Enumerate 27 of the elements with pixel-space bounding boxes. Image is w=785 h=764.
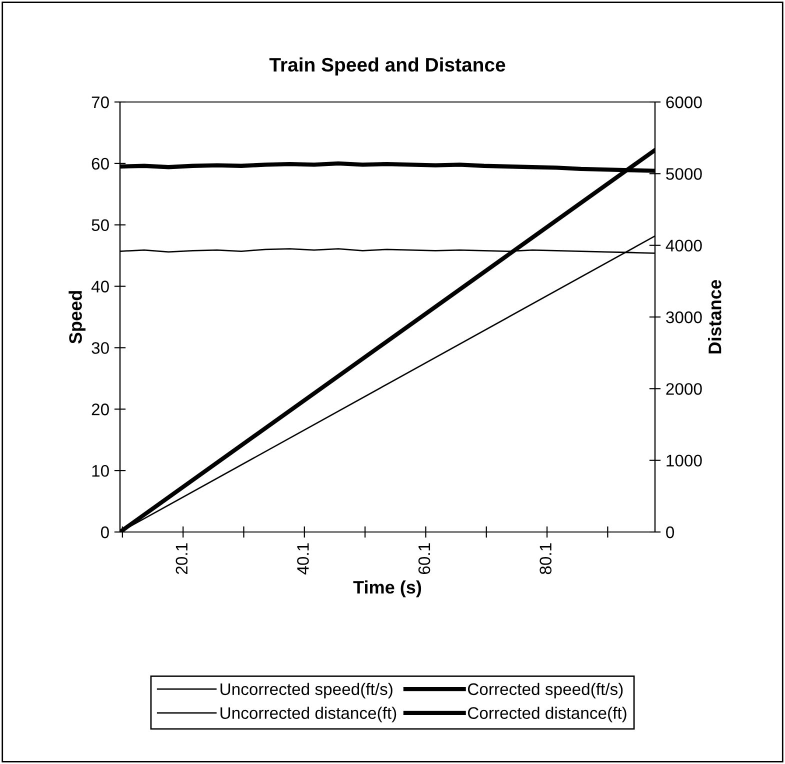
- legend-label: Corrected distance(ft): [468, 706, 626, 722]
- y2-tick-label: 3000: [666, 311, 702, 324]
- legend-label: Corrected speed(ft/s): [468, 682, 623, 698]
- y-tick-label: 10: [92, 464, 109, 477]
- y-tick-label: 40: [91, 280, 109, 292]
- y-axis-title: Speed: [68, 291, 86, 344]
- legend-label: Uncorrected distance(ft): [220, 706, 396, 722]
- x-tick-label: 20.1: [176, 543, 188, 574]
- y2-tick-label: 4000: [666, 240, 702, 252]
- y-tick-label: 20: [92, 404, 109, 416]
- y2-tick-label: 1000: [666, 454, 702, 467]
- y-tick-label: 30: [92, 342, 109, 354]
- y-tick-label: 70: [92, 96, 109, 108]
- x-tick-label: 80.1: [540, 543, 552, 574]
- y2-tick-label: 5000: [666, 168, 702, 180]
- x-tick-label: 60.1: [418, 543, 430, 574]
- chart-title: Train Speed and Distance: [269, 57, 506, 76]
- x-tick-label: 40.1: [297, 543, 309, 574]
- y-tick-label: 50: [92, 219, 109, 232]
- y-tick-label: 0: [100, 526, 109, 538]
- legend-label: Uncorrected speed(ft/s): [220, 682, 392, 698]
- y2-tick-label: 6000: [666, 96, 702, 108]
- y2-tick-label: 0: [666, 526, 674, 538]
- y2-axis-title: Distance: [708, 280, 722, 354]
- y-tick-label: 60: [92, 158, 109, 170]
- x-axis-title: Time (s): [353, 580, 422, 598]
- y2-tick-label: 2000: [666, 383, 702, 395]
